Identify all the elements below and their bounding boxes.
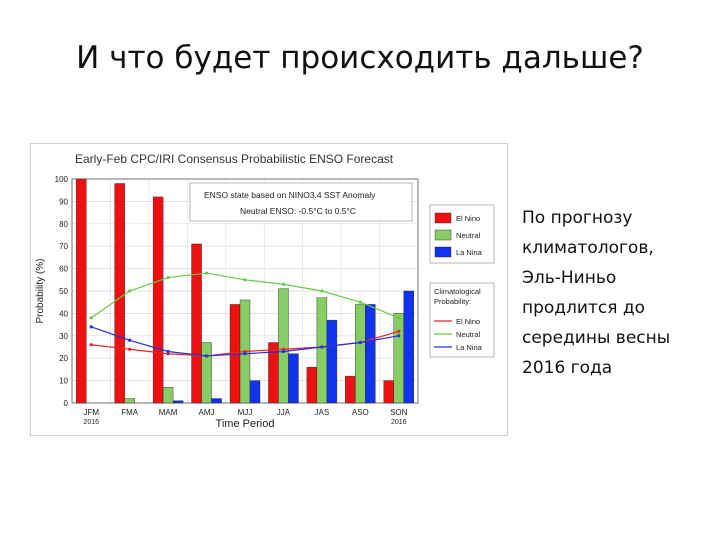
climatology-point	[397, 334, 401, 338]
climatology-legend-title: Climatological	[434, 287, 481, 296]
bar-el-nino	[114, 183, 125, 404]
climatology-point	[358, 340, 362, 345]
summary-line: климатологов,	[522, 238, 654, 258]
y-tick-label: 70	[59, 242, 68, 251]
x-tick-label: JAS	[315, 408, 330, 417]
y-tick-label: 50	[59, 287, 68, 296]
climatology-point	[128, 289, 132, 293]
bar-neutral	[201, 342, 212, 404]
climatology-point	[320, 289, 324, 293]
bar-la-nina	[211, 398, 222, 404]
bar-el-nino	[383, 380, 394, 404]
climatology-legend-title: Probability:	[434, 297, 471, 306]
bar-la-nina	[403, 290, 414, 404]
y-tick-label: 10	[59, 377, 68, 386]
y-tick-label: 40	[59, 309, 68, 318]
bar-el-nino	[76, 178, 87, 404]
climatology-legend-box	[429, 282, 495, 358]
x-tick-label: JFM	[83, 408, 99, 417]
x-axis-title: Time Period	[216, 418, 275, 430]
x-tick-label: ASO	[352, 408, 369, 417]
climatology-point	[243, 352, 247, 356]
y-tick-label: 20	[59, 354, 68, 363]
legend-label: El Nino	[456, 214, 480, 223]
climatology-point	[166, 352, 170, 356]
climatology-point	[166, 349, 170, 354]
climatology-legend-label: El Nino	[456, 317, 480, 326]
x-tick-label: MAM	[159, 408, 178, 417]
legend-swatch	[434, 229, 452, 241]
summary-line: середины весны	[522, 328, 671, 348]
enso-forecast-chart: Early-Feb CPC/IRI Consensus Probabilisti…	[30, 143, 508, 436]
y-tick-label: 30	[59, 332, 68, 341]
y-tick-label: 0	[64, 399, 69, 408]
bar-neutral	[278, 288, 289, 404]
bar-neutral	[316, 297, 328, 404]
bar-la-nina	[172, 400, 184, 404]
bar-el-nino	[306, 366, 318, 404]
climatology-point	[397, 329, 401, 333]
y-axis-title: Probability (%)	[35, 258, 46, 323]
x-tick-label: SON	[390, 408, 408, 417]
climatology-point	[89, 325, 93, 329]
x-tick-label: JJA	[277, 408, 291, 417]
bar-la-nina	[288, 353, 299, 404]
climatology-point	[243, 278, 247, 282]
climatology-point	[166, 275, 170, 280]
legend-label: La Nina	[456, 248, 483, 257]
y-tick-label: 60	[59, 265, 68, 274]
chart-title: Early-Feb CPC/IRI Consensus Probabilisti…	[75, 152, 394, 166]
bar-la-nina	[326, 319, 338, 404]
bar-neutral	[124, 398, 135, 404]
climatology-legend-label: La Nina	[456, 343, 483, 352]
bar-neutral	[393, 313, 404, 404]
climatology-point	[397, 316, 401, 320]
climatology-point	[128, 347, 132, 351]
bar-el-nino	[345, 375, 356, 404]
legend-swatch	[434, 246, 452, 258]
climatology-point	[89, 316, 93, 320]
bar-la-nina	[249, 380, 261, 404]
climatology-point	[281, 347, 286, 351]
climatology-point	[320, 345, 324, 349]
bar-neutral	[162, 387, 174, 404]
climatology-point	[204, 354, 209, 358]
summary-line: 2016 года	[522, 358, 613, 378]
summary-line: По прогнозу	[522, 208, 633, 228]
bar-neutral	[355, 304, 366, 404]
bar-la-nina	[365, 304, 376, 404]
legend-label: Neutral	[456, 231, 481, 240]
bar-el-nino	[152, 196, 164, 404]
summary-line: продлится до	[522, 298, 646, 318]
climatology-point	[281, 349, 286, 354]
annotation-text: Neutral ENSO: -0.5°C to 0.5°C	[240, 206, 356, 216]
x-tick-label: AMJ	[199, 408, 215, 417]
climatology-point	[281, 282, 286, 286]
climatology-point	[204, 271, 209, 275]
bar-el-nino	[191, 243, 202, 404]
climatology-legend-label: Neutral	[456, 330, 481, 339]
climatology-point	[243, 349, 247, 354]
summary-line: Эль-Ниньо	[522, 268, 617, 288]
y-tick-label: 100	[55, 175, 69, 184]
slide-title: И что будет происходить дальше?	[76, 40, 644, 76]
x-tick-label: MJJ	[238, 408, 253, 417]
x-tick-label: FMA	[121, 408, 139, 417]
climatology-point	[128, 338, 132, 342]
annotation-box	[189, 182, 413, 222]
annotation-text: ENSO state based on NINO3.4 SST Anomaly	[204, 190, 376, 200]
climatology-point	[89, 343, 93, 347]
x-year-label: 2016	[391, 419, 407, 426]
forecast-summary-text: По прогнозу климатологов, Эль-Ниньо прод…	[522, 203, 712, 383]
legend-swatch	[434, 212, 452, 224]
climatology-point	[358, 300, 362, 304]
y-tick-label: 90	[59, 197, 68, 206]
y-tick-label: 80	[59, 220, 68, 229]
x-year-label: 2016	[83, 419, 99, 426]
